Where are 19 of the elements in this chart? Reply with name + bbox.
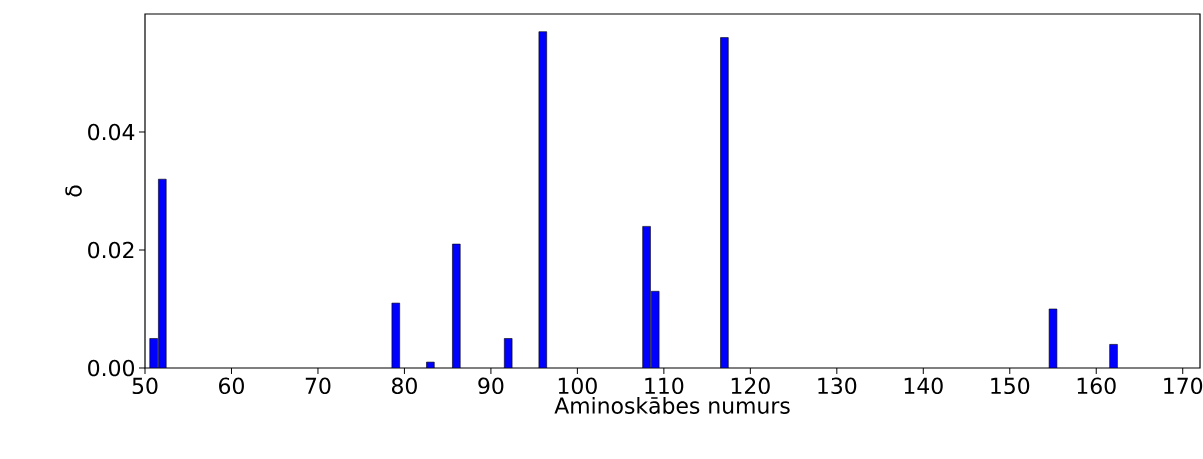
x-tick-label: 140 — [904, 377, 943, 395]
bar — [720, 37, 729, 368]
x-tick-label: 70 — [305, 377, 331, 395]
x-tick-label: 100 — [558, 377, 597, 395]
x-tick-label: 50 — [132, 377, 158, 395]
x-tick-label: 150 — [991, 377, 1030, 395]
y-axis-title: δ — [65, 185, 82, 197]
x-tick-label: 60 — [219, 377, 244, 395]
y-tick-label: 0.04 — [88, 123, 135, 141]
x-tick-label: 160 — [1077, 377, 1116, 395]
y-tick-label: 0.00 — [88, 359, 135, 377]
x-axis-title: Aminoskābes numurs — [554, 396, 790, 414]
x-tick-label: 170 — [1164, 377, 1203, 395]
x-tick-label: 130 — [818, 377, 857, 395]
x-tick-label: 90 — [478, 377, 504, 395]
x-tick-label: 80 — [391, 377, 417, 395]
x-tick-label: 110 — [645, 377, 684, 395]
x-tick-label: 120 — [731, 377, 770, 395]
y-tick-label: 0.02 — [88, 241, 134, 259]
